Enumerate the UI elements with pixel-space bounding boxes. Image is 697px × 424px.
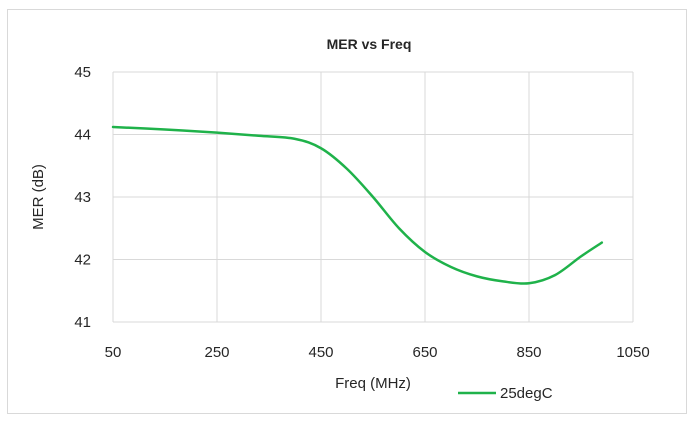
tick-labels: 50 250 450 650 850 1050 41 42 43 44 45 <box>74 64 649 361</box>
x-tick-label: 650 <box>412 344 437 361</box>
x-tick-label: 50 <box>105 344 122 361</box>
chart-frame <box>7 9 687 414</box>
y-tick-label: 43 <box>74 189 91 206</box>
y-axis-label: MER (dB) <box>30 164 47 230</box>
y-tick-label: 42 <box>74 252 91 269</box>
x-tick-label: 850 <box>516 344 541 361</box>
y-tick-label: 41 <box>74 314 91 331</box>
y-tick-label: 45 <box>74 64 91 81</box>
legend: 25degC <box>458 385 553 402</box>
series-layer <box>111 125 604 285</box>
x-tick-label: 450 <box>308 344 333 361</box>
x-tick-label: 250 <box>204 344 229 361</box>
legend-label-25degC: 25degC <box>500 385 553 402</box>
chart-title: MER vs Freq <box>327 36 412 52</box>
x-tick-label: 1050 <box>616 344 649 361</box>
series-line-25degC <box>111 125 604 285</box>
x-axis-label: Freq (MHz) <box>335 375 411 392</box>
y-tick-label: 44 <box>74 127 91 144</box>
